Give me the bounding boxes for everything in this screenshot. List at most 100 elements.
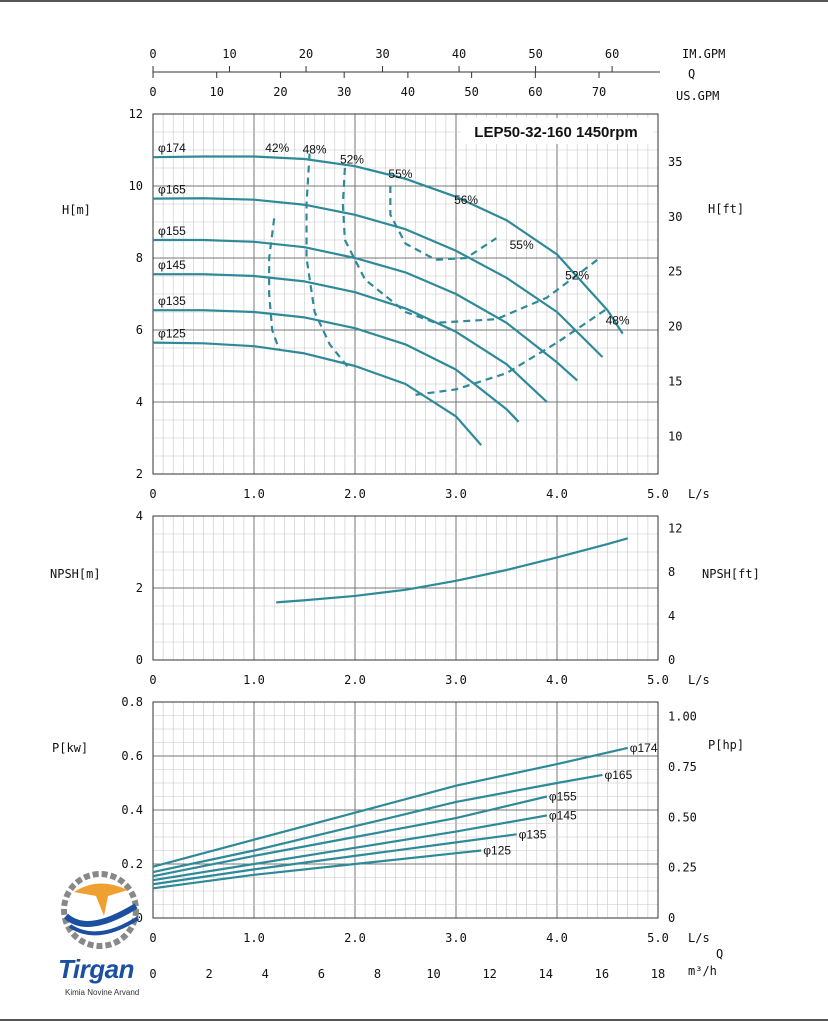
us-gpm-tick: 70 xyxy=(592,85,606,99)
head-y-tick: 4 xyxy=(136,395,143,409)
head-diameter-label: φ135 xyxy=(158,294,186,308)
im-gpm-tick: 0 xyxy=(149,47,156,61)
npsh-y2-tick: 8 xyxy=(668,565,675,579)
head-y-label: H[m] xyxy=(62,203,91,217)
frame-bottom-border xyxy=(0,1019,828,1021)
m3h-tick: 2 xyxy=(205,967,212,981)
m3h-tick: 10 xyxy=(426,967,440,981)
efficiency-contour-52% xyxy=(341,167,599,324)
im-gpm-tick: 60 xyxy=(605,47,619,61)
npsh-y-tick: 4 xyxy=(136,509,143,523)
im-gpm-tick: 10 xyxy=(222,47,236,61)
im-gpm-tick: 40 xyxy=(452,47,466,61)
efficiency-label: 48% xyxy=(606,314,630,328)
npsh-x-tick: 2.0 xyxy=(344,673,366,687)
head-x-tick: 0 xyxy=(149,487,156,501)
us-gpm-tick: 40 xyxy=(401,85,415,99)
efficiency-contour-48% xyxy=(415,307,609,396)
head-y-tick: 6 xyxy=(136,323,143,337)
power-y-tick: 0.6 xyxy=(121,749,143,763)
head-y2-tick: 25 xyxy=(668,265,682,279)
npsh-y2-label: NPSH[ft] xyxy=(702,567,760,581)
q-label: Q xyxy=(688,67,695,81)
title-bg xyxy=(461,118,653,144)
efficiency-label: 48% xyxy=(303,143,327,157)
us-gpm-tick: 60 xyxy=(528,85,542,99)
efficiency-label: 52% xyxy=(565,269,589,283)
power-diameter-label: φ165 xyxy=(604,768,632,782)
power-x-tick: 5.0 xyxy=(647,931,669,945)
npsh-x-tick: 4.0 xyxy=(546,673,568,687)
power-frame xyxy=(152,701,659,919)
efficiency-contour-48% xyxy=(305,153,351,371)
efficiency-label: 52% xyxy=(340,153,364,167)
efficiency-contour-42% xyxy=(268,218,281,351)
us-gpm-tick: 0 xyxy=(149,85,156,99)
power-y-tick: 0 xyxy=(136,911,143,925)
power-curve-φ145 xyxy=(152,814,548,882)
head-y-tick: 2 xyxy=(136,467,143,481)
m3h-tick: 18 xyxy=(651,967,665,981)
head-diameter-label: φ145 xyxy=(158,258,186,272)
power-x-tick: 4.0 xyxy=(546,931,568,945)
power-y-tick: 0.4 xyxy=(121,803,143,817)
head-curve-φ155 xyxy=(153,238,578,382)
m3h-tick: 14 xyxy=(539,967,553,981)
head-y-tick: 10 xyxy=(129,179,143,193)
power-x-unit: L/s xyxy=(688,931,710,945)
efficiency-label: 55% xyxy=(388,167,412,181)
logo-tagline: Kimia Novine Arvand xyxy=(65,988,140,997)
head-curve-φ165 xyxy=(152,197,604,358)
head-y2-tick: 30 xyxy=(668,210,682,224)
efficiency-contour-55% xyxy=(389,186,498,261)
power-diameter-label: φ155 xyxy=(549,790,577,804)
m3h-label: m³/h xyxy=(688,964,717,978)
head-x-tick: 3.0 xyxy=(445,487,467,501)
power-diameter-label: φ174 xyxy=(630,741,658,755)
power-x-tick: 1.0 xyxy=(243,931,265,945)
npsh-x-tick: 0 xyxy=(149,673,156,687)
npsh-y-label: NPSH[m] xyxy=(50,567,101,581)
power-curve-φ165 xyxy=(152,773,603,874)
power-y2-tick: 0.25 xyxy=(668,861,697,875)
power-diameter-label: φ135 xyxy=(519,827,547,841)
head-y2-tick: 15 xyxy=(668,374,682,388)
us-gpm-tick: 20 xyxy=(273,85,287,99)
frame-top-border xyxy=(0,0,828,2)
head-diameter-label: φ174 xyxy=(158,141,186,155)
head-y2-tick: 35 xyxy=(668,155,682,169)
im-gpm-tick: 20 xyxy=(299,47,313,61)
npsh-x-unit: L/s xyxy=(688,673,710,687)
npsh-x-tick: 5.0 xyxy=(647,673,669,687)
npsh-frame xyxy=(152,515,659,661)
head-curve-φ174 xyxy=(152,155,624,335)
power-y-tick: 0.2 xyxy=(121,857,143,871)
logo-mark-icon xyxy=(61,871,140,949)
m3h-tick: 4 xyxy=(262,967,269,981)
npsh-y2-tick: 4 xyxy=(668,609,675,623)
head-diameter-label: φ155 xyxy=(158,224,186,238)
head-y2-tick: 10 xyxy=(668,429,682,443)
npsh-y-tick: 0 xyxy=(136,653,143,667)
power-curve-φ125 xyxy=(152,849,482,890)
chart-title: LEP50-32-160 1450rpm xyxy=(474,124,637,141)
us-gpm-tick: 50 xyxy=(464,85,478,99)
head-diameter-label: φ165 xyxy=(158,183,186,197)
us-gpm-tick: 10 xyxy=(209,85,223,99)
efficiency-label: 56% xyxy=(454,193,478,207)
im-gpm-tick: 50 xyxy=(528,47,542,61)
head-x-tick: 1.0 xyxy=(243,487,265,501)
power-x-tick: 0 xyxy=(149,931,156,945)
m3h-tick: 6 xyxy=(318,967,325,981)
power-y-tick: 0.8 xyxy=(121,695,143,709)
npsh-curve xyxy=(276,537,629,604)
power-x-tick: 3.0 xyxy=(445,931,467,945)
m3h-tick: 12 xyxy=(482,967,496,981)
power-diameter-label: φ125 xyxy=(483,844,511,858)
npsh-y2-tick: 12 xyxy=(668,521,682,535)
power-curve-φ174 xyxy=(152,746,628,868)
head-x-tick: 2.0 xyxy=(344,487,366,501)
npsh-y2-tick: 0 xyxy=(668,653,675,667)
power-y2-tick: 0 xyxy=(668,911,675,925)
